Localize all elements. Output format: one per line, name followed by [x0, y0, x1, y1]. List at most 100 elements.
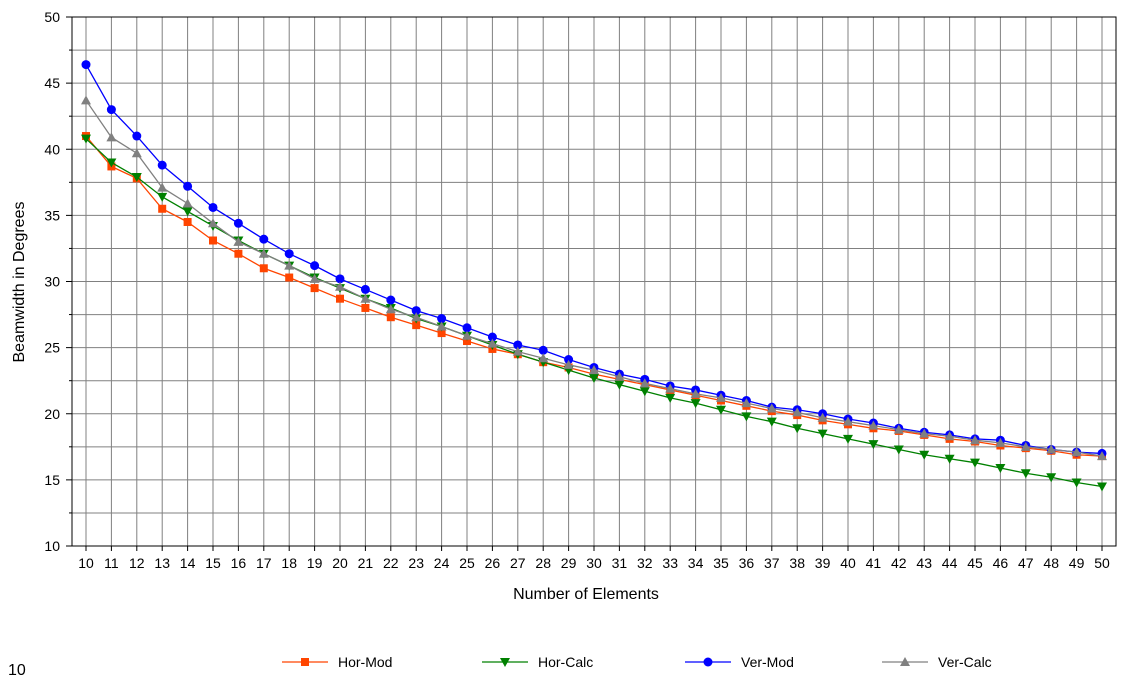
x-axis-title: Number of Elements — [513, 586, 659, 603]
point-hor-calc — [792, 424, 803, 434]
point-ver-calc — [614, 371, 625, 381]
x-tick-label: 37 — [764, 555, 780, 571]
point-ver-mod — [437, 314, 447, 324]
x-tick-label: 22 — [383, 555, 399, 571]
point-ver-calc — [411, 312, 422, 322]
x-tick-label: 19 — [307, 555, 323, 571]
point-hor-mod — [336, 294, 344, 303]
point-ver-mod — [81, 60, 91, 70]
x-tick-label: 21 — [358, 555, 374, 571]
x-tick-label: 50 — [1094, 555, 1110, 571]
point-ver-calc — [690, 388, 701, 398]
point-ver-mod — [411, 306, 421, 316]
legend-marker-hor-mod — [301, 658, 309, 666]
y-tick-label: 40 — [44, 141, 60, 157]
legend-item-hor-mod: Hor-Mod — [282, 654, 392, 670]
x-tick-label: 18 — [281, 555, 297, 571]
x-tick-label: 48 — [1043, 555, 1059, 571]
x-tick-label: 34 — [688, 555, 704, 571]
x-tick-label: 29 — [561, 555, 577, 571]
point-ver-calc — [1020, 441, 1031, 451]
point-ver-mod — [564, 355, 574, 365]
point-ver-mod — [208, 202, 218, 212]
point-hor-calc — [106, 158, 117, 168]
point-ver-calc — [766, 403, 777, 413]
point-ver-mod — [360, 284, 370, 294]
x-axis-ticks: 10 11 12 13 14 15 16 17 18 19 20 21 22 23 24 25 26 27 28 29… — [78, 546, 1110, 571]
point-ver-calc — [843, 416, 853, 426]
point-ver-calc — [1071, 447, 1082, 457]
point-ver-calc — [639, 378, 650, 388]
point-ver-calc — [716, 392, 726, 402]
point-hor-calc — [741, 412, 752, 422]
point-hor-calc — [1097, 482, 1107, 492]
x-tick-label: 36 — [739, 555, 755, 571]
x-tick-label: 31 — [612, 555, 628, 571]
point-ver-calc — [817, 412, 828, 422]
legend-marker-ver-mod — [703, 657, 713, 667]
y-tick-label: 20 — [44, 406, 60, 422]
point-ver-calc — [792, 407, 803, 417]
x-tick-label: 46 — [993, 555, 1009, 571]
y-axis-ticks: 10 15 20 25 30 35 40 45 50 — [44, 9, 72, 554]
x-tick-label: 41 — [866, 555, 882, 571]
point-hor-calc — [1046, 473, 1057, 483]
x-tick-label: 10 — [78, 555, 94, 571]
legend-marker-hor-calc — [500, 658, 510, 667]
point-ver-calc — [81, 95, 91, 105]
x-tick-label: 38 — [789, 555, 805, 571]
point-hor-mod — [209, 236, 217, 245]
point-hor-mod — [234, 249, 243, 258]
point-hor-calc — [944, 454, 955, 464]
point-ver-mod — [157, 160, 167, 170]
x-tick-label: 40 — [840, 555, 856, 571]
point-hor-calc — [970, 458, 980, 468]
point-hor-calc — [893, 445, 904, 455]
point-ver-mod — [462, 323, 472, 333]
point-ver-calc — [258, 248, 269, 258]
point-ver-calc — [487, 338, 498, 348]
x-tick-label: 11 — [104, 555, 119, 571]
x-tick-label: 16 — [231, 555, 247, 571]
point-ver-calc — [512, 346, 523, 356]
point-hor-calc — [182, 207, 193, 217]
y-tick-label: 45 — [44, 75, 60, 91]
point-ver-mod — [513, 340, 523, 350]
point-ver-calc — [1097, 451, 1107, 461]
point-ver-calc — [309, 273, 320, 283]
point-hor-calc — [868, 440, 879, 450]
legend-item-ver-calc: Ver-Calc — [882, 654, 992, 670]
point-ver-calc — [182, 198, 193, 208]
point-hor-mod — [183, 217, 192, 226]
point-ver-calc — [970, 435, 980, 445]
legend-item-ver-mod: Ver-Mod — [685, 654, 794, 670]
y-tick-label: 35 — [44, 207, 60, 223]
point-ver-mod — [233, 218, 243, 228]
chart-grid — [72, 16, 1116, 547]
point-ver-mod — [132, 131, 142, 141]
point-hor-mod — [463, 337, 471, 346]
x-tick-label: 42 — [891, 555, 907, 571]
x-tick-label: 12 — [129, 555, 145, 571]
point-hor-calc — [716, 405, 726, 415]
point-ver-calc — [995, 437, 1006, 447]
x-tick-label: 26 — [485, 555, 501, 571]
y-axis-title: Beamwidth in Degrees — [11, 202, 28, 363]
y-tick-label: 10 — [44, 538, 60, 554]
x-tick-label: 35 — [713, 555, 729, 571]
point-hor-calc — [766, 417, 777, 427]
x-tick-label: 25 — [459, 555, 475, 571]
point-hor-mod — [412, 321, 421, 330]
point-ver-calc — [157, 182, 168, 192]
point-ver-mod — [487, 332, 497, 342]
point-ver-calc — [868, 420, 879, 430]
series-layer — [81, 60, 1107, 492]
point-hor-calc — [614, 380, 625, 390]
legend-label-ver-calc: Ver-Calc — [938, 654, 992, 670]
series-ver-calc — [81, 95, 1107, 461]
point-hor-calc — [639, 387, 650, 397]
point-ver-calc — [106, 132, 117, 142]
point-ver-mod — [538, 345, 548, 355]
legend-label-hor-mod: Hor-Mod — [338, 654, 392, 670]
